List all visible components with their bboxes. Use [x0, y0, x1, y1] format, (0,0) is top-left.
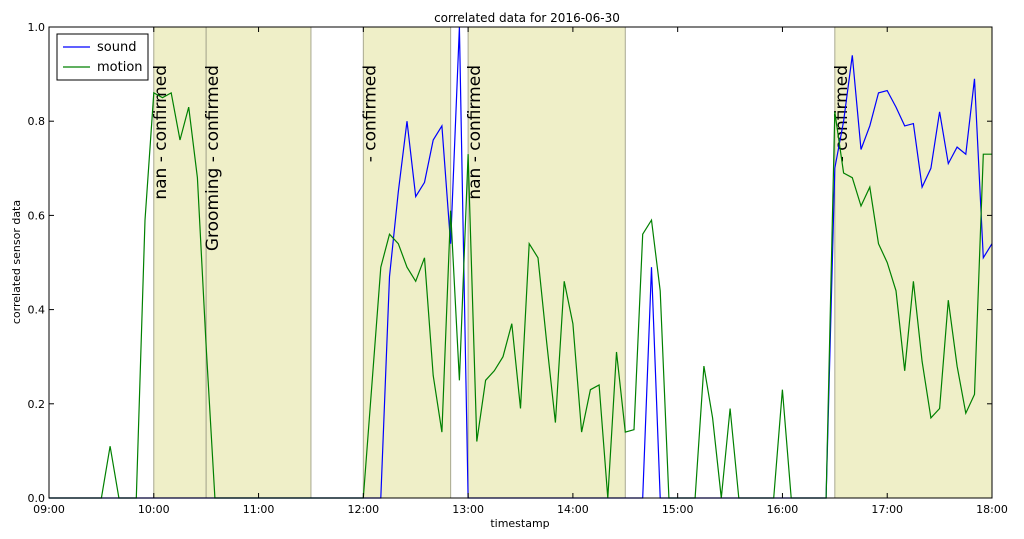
- y-tick-label: 0.8: [28, 115, 46, 128]
- plot-frame: [48, 26, 993, 499]
- span-label: - confirmed: [832, 65, 852, 162]
- x-tick-label: 09:00: [33, 503, 65, 516]
- x-tick-label: 13:00: [452, 503, 484, 516]
- highlight-span: [834, 26, 993, 499]
- y-tick-label: 0.4: [28, 304, 46, 317]
- x-tick-label: 16:00: [767, 503, 799, 516]
- x-tick-label: 17:00: [871, 503, 903, 516]
- x-axis-label: timestamp: [490, 517, 549, 530]
- highlight-span: [153, 26, 207, 499]
- y-tick-label: 0.2: [28, 398, 46, 411]
- series-line-sound: [49, 26, 993, 499]
- x-tick-label: 18:00: [976, 503, 1008, 516]
- x-tick-label: 15:00: [662, 503, 694, 516]
- chart-title: correlated data for 2016-06-30: [434, 11, 620, 25]
- span-label: nan - confirmed: [151, 65, 171, 200]
- legend-box: [56, 33, 149, 81]
- span-labels: nan - confirmed Grooming - confirmed - con…: [151, 65, 852, 251]
- highlight-spans: [153, 26, 993, 499]
- legend: sound motion: [56, 33, 149, 81]
- legend-label-motion: motion: [97, 60, 143, 75]
- x-axis: 09:00 10:00 11:00 12:00 13:00 14:00 15:00 16:00…: [33, 27, 1008, 516]
- span-label: - confirmed: [360, 65, 380, 162]
- legend-label-sound: sound: [97, 40, 136, 55]
- y-tick-label: 0.6: [28, 209, 46, 222]
- x-tick-label: 12:00: [347, 503, 379, 516]
- span-label: Grooming - confirmed: [203, 65, 223, 251]
- x-tick-label: 14:00: [557, 503, 589, 516]
- y-axis: 0.0 0.2 0.4 0.6 0.8 1.0: [28, 21, 992, 505]
- highlight-span: [467, 26, 626, 499]
- span-label: nan - confirmed: [465, 65, 485, 200]
- highlight-span: [205, 26, 312, 499]
- x-tick-label: 10:00: [138, 503, 170, 516]
- y-tick-label: 1.0: [28, 21, 46, 34]
- y-axis-label: correlated sensor data: [10, 200, 23, 324]
- y-tick-label: 0.0: [28, 492, 46, 505]
- x-tick-label: 11:00: [243, 503, 275, 516]
